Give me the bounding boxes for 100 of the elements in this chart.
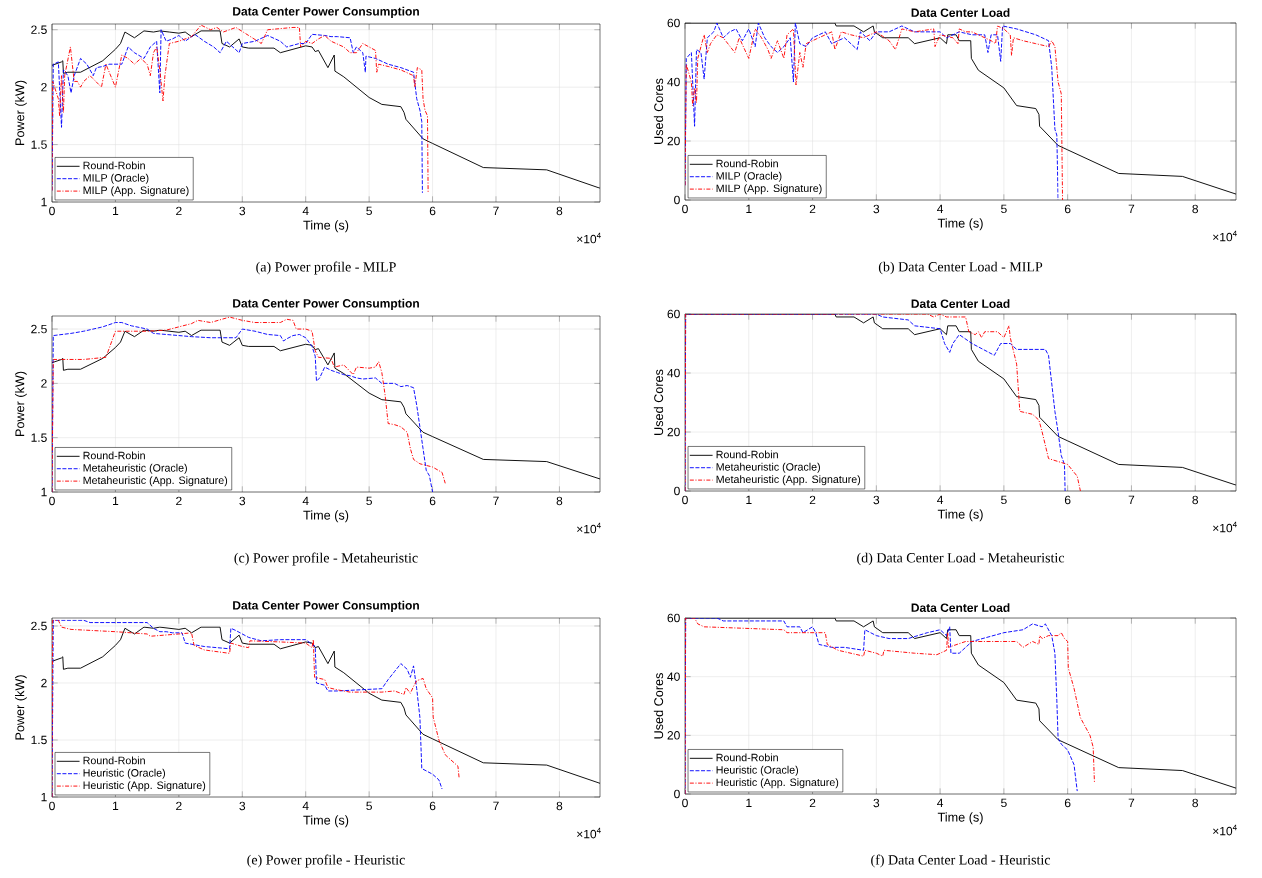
x-tick-label: 7 (1128, 204, 1135, 213)
y-tick-label: 20 (667, 731, 680, 740)
legend-label: Round-Robin (83, 161, 145, 170)
y-tick-label: 2.5 (31, 621, 47, 631)
legend-label: Round-Robin (716, 753, 778, 762)
x-tick-label: 6 (1064, 204, 1071, 214)
y-tick-label: 2 (41, 379, 47, 388)
x-tick-label: 5 (366, 496, 372, 506)
y-tick-label: 20 (667, 136, 680, 146)
x-axis-title: Time (s) (303, 220, 349, 233)
legend-label: Round-Robin (83, 451, 145, 460)
y-axis-title: Power (kW) (14, 371, 27, 437)
x-tick-label: 7 (493, 206, 499, 215)
y-tick-label: 20 (667, 427, 680, 437)
x-tick-label: 6 (429, 496, 436, 506)
x-tick-label: 5 (366, 206, 372, 216)
y-tick-label: 40 (667, 77, 680, 87)
legend-label: Heuristic (Oracle) (83, 768, 165, 779)
legend-label: MILP (Oracle) (83, 173, 149, 184)
x-tick-label: 1 (113, 206, 119, 215)
text: ×10$^{4}$ (577, 232, 601, 244)
y-tick-label: 0 (674, 486, 680, 496)
x-tick-label: 0 (682, 204, 688, 214)
x-tick-label: 7 (1128, 495, 1135, 504)
chart-title: Data Center Power Consumption (233, 298, 419, 310)
x-tick-label: 8 (1192, 204, 1199, 214)
x-tick-label: 3 (873, 495, 880, 505)
y-tick-label: 1.5 (31, 140, 47, 149)
x-tick-label: 5 (1001, 495, 1007, 505)
y-tick-label: 2.5 (31, 25, 47, 34)
x-tick-label: 5 (366, 801, 372, 811)
x-tick-label: 3 (873, 204, 880, 214)
chart-title: Data Center Load (911, 603, 1010, 612)
x-tick-label: 5 (1001, 204, 1007, 214)
legend-label: Metaheuristic (App. Signature) (83, 476, 228, 487)
x-tick-label: 6 (1064, 495, 1071, 505)
x-tick-label: 8 (1192, 495, 1199, 505)
text: ×10$^{4}$ (577, 827, 601, 839)
x-tick-label: 3 (239, 801, 246, 811)
y-axis-title: Power (kW) (14, 675, 27, 740)
chart-title: Data Center Load (911, 8, 1010, 17)
y-tick-label: 60 (667, 309, 680, 319)
y-tick-label: 1.5 (31, 433, 47, 442)
x-axis-title: Time (s) (937, 218, 983, 231)
legend-label: MILP (App. Signature) (83, 186, 189, 197)
legend-label: Heuristic (App. Signature) (716, 778, 839, 789)
y-axis-title: Used Cores (653, 78, 664, 144)
x-tick-label: 6 (429, 801, 436, 811)
legend-label: Metaheuristic (Oracle) (83, 463, 187, 474)
y-axis-title: Used Cores (653, 673, 664, 739)
x-tick-label: 8 (556, 801, 563, 811)
x-tick-label: 0 (49, 206, 55, 216)
x-tick-label: 4 (937, 204, 944, 213)
chart-title: Data Center Power Consumption (233, 6, 419, 18)
y-axis-title: Used Cores (653, 369, 664, 435)
x-tick-label: 4 (937, 798, 944, 807)
x-tick-label: 2 (809, 204, 816, 214)
y-tick-label: 2.5 (31, 324, 47, 334)
text: (a) Power profile - MILP (256, 261, 396, 275)
x-tick-label: 8 (1192, 798, 1199, 808)
x-tick-label: 6 (1064, 798, 1071, 808)
chart-title: Data Center Load (911, 299, 1010, 308)
x-tick-label: 0 (49, 801, 55, 811)
y-tick-label: 2 (41, 82, 47, 92)
x-tick-label: 2 (176, 206, 182, 216)
x-tick-label: 8 (556, 496, 563, 506)
x-tick-label: 1 (746, 204, 752, 213)
x-tick-label: 7 (493, 801, 499, 810)
legend-label: Round-Robin (83, 756, 145, 765)
x-tick-label: 2 (176, 801, 182, 811)
x-tick-label: 8 (556, 206, 563, 216)
text: ×10$^{4}$ (1213, 521, 1237, 533)
legend-label: Heuristic (App. Signature) (83, 781, 206, 792)
x-tick-label: 0 (682, 495, 688, 505)
x-axis-title: Time (s) (937, 812, 983, 825)
chart-title: Data Center Power Consumption (233, 600, 419, 612)
x-tick-label: 1 (746, 495, 752, 504)
x-axis-title: Time (s) (303, 815, 349, 828)
x-tick-label: 4 (302, 206, 309, 215)
x-tick-label: 3 (239, 496, 246, 506)
y-tick-label: 40 (667, 368, 680, 378)
y-tick-label: 1 (41, 487, 47, 497)
x-tick-label: 2 (176, 496, 182, 506)
legend-label: Heuristic (Oracle) (716, 765, 799, 776)
y-tick-label: 0 (674, 195, 680, 205)
legend-label: MILP (Oracle) (716, 171, 782, 182)
x-tick-label: 2 (809, 798, 816, 808)
x-tick-label: 3 (873, 798, 880, 808)
text: (f) Data Center Load - Heuristic (871, 854, 1051, 868)
x-tick-label: 4 (937, 495, 944, 504)
x-tick-label: 1 (746, 798, 752, 807)
y-tick-label: 1.5 (31, 735, 47, 745)
y-axis-title: Power (kW) (14, 80, 27, 146)
text: ×10$^{4}$ (1213, 824, 1237, 836)
legend-label: Round-Robin (716, 450, 778, 459)
text: (d) Data Center Load - Metaheuristic (857, 552, 1065, 566)
x-tick-label: 7 (1128, 798, 1135, 807)
x-tick-label: 7 (493, 496, 499, 505)
text: (c) Power profile - Metaheuristic (234, 552, 418, 566)
legend-label: Metaheuristic (App. Signature) (716, 475, 861, 486)
